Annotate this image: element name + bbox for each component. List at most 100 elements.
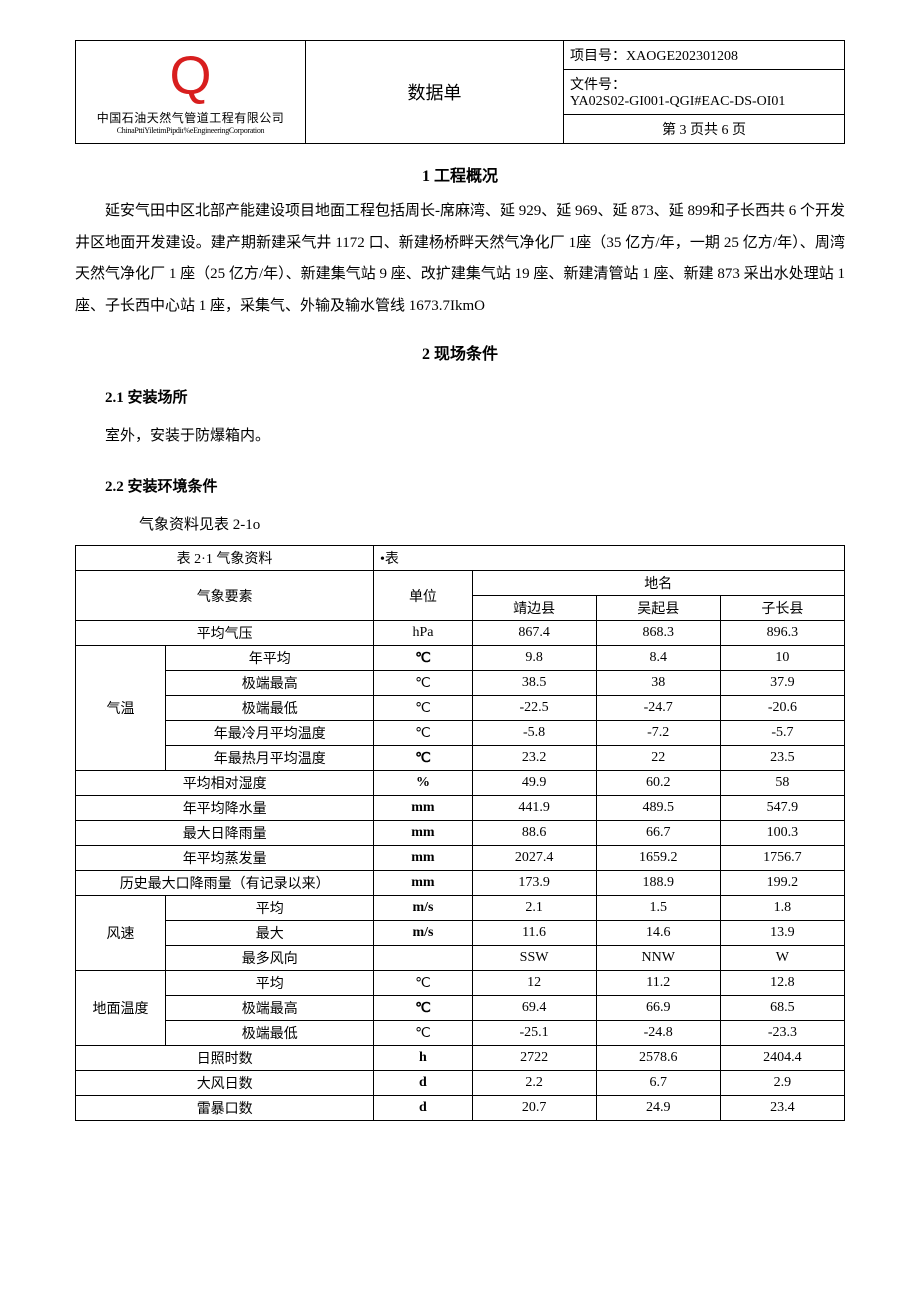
row-value: 22 xyxy=(596,746,720,771)
section-1-body: 延安气田中区北部产能建设项目地面工程包括周长-席麻湾、延 929、延 969、延… xyxy=(75,196,845,322)
row-value: -5.8 xyxy=(472,721,596,746)
row-value: 868.3 xyxy=(596,621,720,646)
table-row: 平均相对湿度%49.960.258 xyxy=(76,771,845,796)
table-caption-row: 表 2·1 气象资料 •表 xyxy=(75,545,845,570)
row-value: 37.9 xyxy=(720,671,844,696)
table-row: 年平均降水量mm441.9489.5547.9 xyxy=(76,796,845,821)
section-2-2-intro: 气象资料见表 2-1o xyxy=(139,510,845,542)
row-value: 8.4 xyxy=(596,646,720,671)
row-unit: d xyxy=(374,1096,472,1121)
table-row: 最大日降雨量mm88.666.7100.3 xyxy=(76,821,845,846)
table-row: 年最热月平均温度℃23.22223.5 xyxy=(76,746,845,771)
company-name-zh: 中国石油天然气管道工程有限公司 xyxy=(80,109,301,126)
row-value: 23.5 xyxy=(720,746,844,771)
logo-block: Q 中国石油天然气管道工程有限公司 ChinaPttiYiletimPipdiı… xyxy=(76,41,306,143)
row-value: 20.7 xyxy=(472,1096,596,1121)
table-row: 大风日数d2.26.72.9 xyxy=(76,1071,845,1096)
row-name: 平均 xyxy=(166,896,374,921)
file-label: 文件号： xyxy=(570,78,626,93)
table-row: 风速平均m/s2.11.51.8 xyxy=(76,896,845,921)
th-place-name: 吴起县 xyxy=(596,596,720,621)
table-row: 日照时数h27222578.62404.4 xyxy=(76,1046,845,1071)
row-name: 大风日数 xyxy=(76,1071,374,1096)
row-value: -7.2 xyxy=(596,721,720,746)
row-name: 雷暴口数 xyxy=(76,1096,374,1121)
row-value: 6.7 xyxy=(596,1071,720,1096)
row-group: 风速 xyxy=(76,896,166,971)
row-unit: ℃ xyxy=(374,721,472,746)
row-value: W xyxy=(720,946,844,971)
table-row: 气温年平均℃9.88.410 xyxy=(76,646,845,671)
row-value: 10 xyxy=(720,646,844,671)
row-value: 88.6 xyxy=(472,821,596,846)
row-value: 23.2 xyxy=(472,746,596,771)
row-value: -22.5 xyxy=(472,696,596,721)
row-value: 12 xyxy=(472,971,596,996)
header-meta: 项目号：XAOGE202301208 文件号： YA02S02-GI001-QG… xyxy=(564,41,844,143)
row-value: 9.8 xyxy=(472,646,596,671)
row-value: 199.2 xyxy=(720,871,844,896)
table-row: 历史最大口降雨量（有记录以来）mm173.9188.9199.2 xyxy=(76,871,845,896)
table-row: 极端最高℃38.53837.9 xyxy=(76,671,845,696)
document-header: Q 中国石油天然气管道工程有限公司 ChinaPttiYiletimPipdiı… xyxy=(75,40,845,144)
row-name: 年最冷月平均温度 xyxy=(166,721,374,746)
row-value: 11.2 xyxy=(596,971,720,996)
project-no-row: 项目号：XAOGE202301208 xyxy=(564,41,844,70)
row-name: 极端最低 xyxy=(166,696,374,721)
th-factor: 气象要素 xyxy=(76,571,374,621)
row-unit: ℃ xyxy=(374,671,472,696)
row-value: 38 xyxy=(596,671,720,696)
row-name: 极端最高 xyxy=(166,671,374,696)
project-label: 项目号： xyxy=(570,49,626,64)
row-value: 1659.2 xyxy=(596,846,720,871)
table-row: 年最冷月平均温度℃-5.8-7.2-5.7 xyxy=(76,721,845,746)
row-value: 12.8 xyxy=(720,971,844,996)
row-value: -24.8 xyxy=(596,1021,720,1046)
row-name: 历史最大口降雨量（有记录以来） xyxy=(76,871,374,896)
section-2-title: 2 现场条件 xyxy=(75,340,845,364)
table-caption-right: •表 xyxy=(373,545,845,570)
row-value: 896.3 xyxy=(720,621,844,646)
row-value: 58 xyxy=(720,771,844,796)
table-row: 极端最低℃-22.5-24.7-20.6 xyxy=(76,696,845,721)
th-place-name: 靖边县 xyxy=(472,596,596,621)
row-group: 气温 xyxy=(76,646,166,771)
th-unit: 单位 xyxy=(374,571,472,621)
company-name-en: ChinaPttiYiletimPipdiı%eEngineeringCorpo… xyxy=(80,126,301,135)
weather-table: 气象要素单位地名靖边县吴起县子长县 平均气压hPa867.4868.3896.3… xyxy=(75,570,845,1121)
row-value: 100.3 xyxy=(720,821,844,846)
table-row: 平均气压hPa867.4868.3896.3 xyxy=(76,621,845,646)
row-unit: mm xyxy=(374,796,472,821)
row-unit: h xyxy=(374,1046,472,1071)
row-name: 日照时数 xyxy=(76,1046,374,1071)
row-value: 11.6 xyxy=(472,921,596,946)
row-group: 地面温度 xyxy=(76,971,166,1046)
row-unit: mm xyxy=(374,871,472,896)
row-name: 年最热月平均温度 xyxy=(166,746,374,771)
page-info: 第 3 页共 6 页 xyxy=(564,115,844,143)
row-value: 173.9 xyxy=(472,871,596,896)
row-value: 188.9 xyxy=(596,871,720,896)
row-value: 1.5 xyxy=(596,896,720,921)
row-name: 极端最低 xyxy=(166,1021,374,1046)
doc-type-title: 数据单 xyxy=(306,41,564,143)
row-value: 24.9 xyxy=(596,1096,720,1121)
file-no-row: 文件号： YA02S02-GI001-QGI#EAC-DS-OI01 xyxy=(564,70,844,115)
row-value: 2722 xyxy=(472,1046,596,1071)
row-value: 14.6 xyxy=(596,921,720,946)
row-value: -23.3 xyxy=(720,1021,844,1046)
row-unit: ℃ xyxy=(374,1021,472,1046)
row-value: 66.7 xyxy=(596,821,720,846)
row-unit: ℃ xyxy=(374,646,472,671)
row-unit: d xyxy=(374,1071,472,1096)
row-value: -25.1 xyxy=(472,1021,596,1046)
row-value: -5.7 xyxy=(720,721,844,746)
row-value: 38.5 xyxy=(472,671,596,696)
th-place-name: 子长县 xyxy=(720,596,844,621)
row-value: 1.8 xyxy=(720,896,844,921)
table-row: 极端最高℃69.466.968.5 xyxy=(76,996,845,1021)
row-unit: mm xyxy=(374,846,472,871)
section-1-title: 1 工程概况 xyxy=(75,162,845,186)
row-value: 2.1 xyxy=(472,896,596,921)
table-row: 最多风向SSWNNWW xyxy=(76,946,845,971)
